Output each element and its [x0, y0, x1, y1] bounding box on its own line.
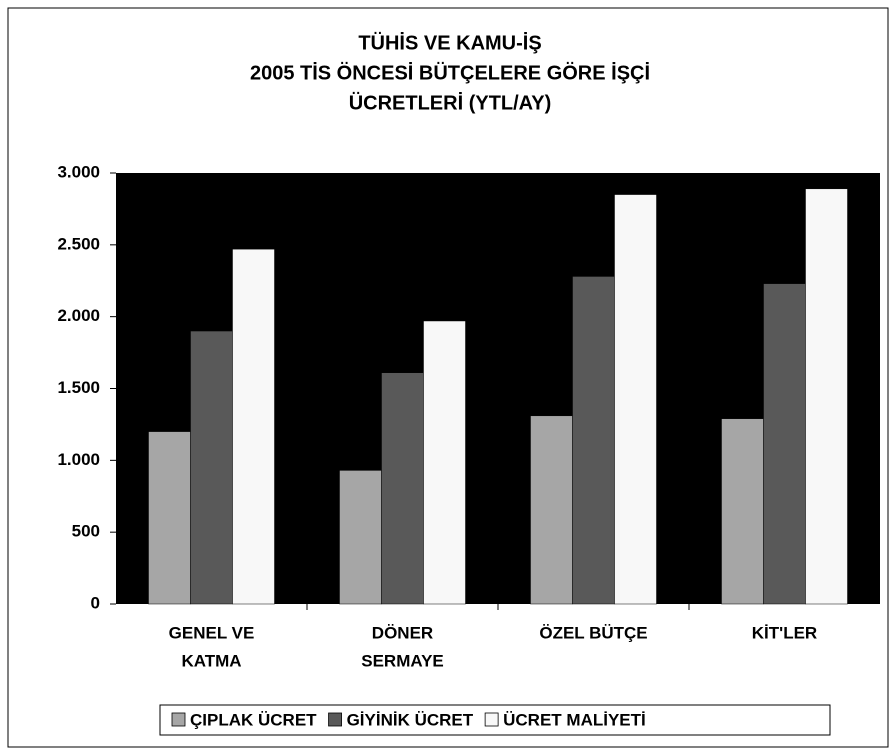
- legend-swatch: [484, 712, 499, 727]
- legend-label: ÜCRET MALİYETİ: [503, 710, 646, 729]
- bar: [190, 330, 233, 605]
- y-tick-label: 2.500: [57, 234, 100, 253]
- bar: [232, 248, 275, 605]
- legend-label: GİYİNİK ÜCRET: [347, 710, 474, 729]
- y-tick-label: 1.000: [57, 450, 100, 469]
- x-tick-label: KATMA: [181, 651, 241, 670]
- y-tick-label: 1.500: [57, 378, 100, 397]
- bar: [614, 194, 657, 605]
- x-tick-label: SERMAYE: [361, 651, 444, 670]
- bar: [572, 276, 615, 605]
- x-tick-label: GENEL VE: [169, 623, 255, 642]
- chart-title: ÜCRETLERİ (YTL/AY): [349, 91, 552, 114]
- legend-swatch: [171, 712, 186, 727]
- legend-label: ÇIPLAK ÜCRET: [190, 710, 317, 729]
- bar: [721, 418, 764, 605]
- bar: [763, 283, 806, 605]
- chart-title: TÜHİS VE KAMU-İŞ: [358, 31, 541, 54]
- bar: [381, 372, 424, 605]
- legend-swatch: [328, 712, 342, 727]
- bar: [339, 470, 382, 605]
- y-tick-label: 2.000: [57, 306, 100, 325]
- y-tick-label: 500: [72, 522, 100, 541]
- bar: [148, 431, 191, 605]
- chart-title: 2005 TİS ÖNCESİ BÜTÇELERE GÖRE İŞÇİ: [250, 61, 650, 84]
- y-tick-label: 0: [91, 593, 100, 612]
- y-tick-label: 3.000: [57, 162, 100, 181]
- bar: [423, 320, 466, 605]
- x-tick-label: KİT'LER: [752, 623, 817, 642]
- bar: [805, 188, 848, 605]
- x-tick-label: ÖZEL BÜTÇE: [539, 623, 647, 642]
- x-tick-label: DÖNER: [372, 623, 433, 642]
- bar: [530, 415, 573, 605]
